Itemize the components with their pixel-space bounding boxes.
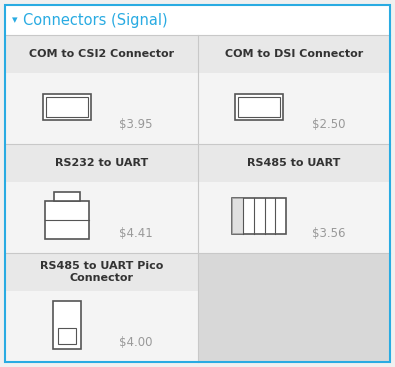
Bar (54, 192, 80, 201)
Bar (43, 94, 90, 120)
Bar (198, 253, 390, 362)
Bar (5, 5, 390, 35)
Text: RS485 to UART Pico
Connector: RS485 to UART Pico Connector (40, 261, 163, 283)
Bar (5, 73, 198, 144)
Bar (5, 144, 198, 182)
Bar (53, 301, 81, 349)
Text: ▾: ▾ (12, 15, 18, 25)
Bar (235, 94, 283, 120)
Bar (232, 198, 286, 234)
Text: RS232 to UART: RS232 to UART (55, 158, 148, 168)
Bar (198, 144, 390, 182)
Bar (232, 198, 243, 234)
Bar (5, 291, 198, 362)
Bar (238, 97, 280, 117)
Text: $3.95: $3.95 (119, 118, 152, 131)
Bar (45, 97, 88, 117)
Bar (5, 253, 198, 291)
Text: RS485 to UART: RS485 to UART (247, 158, 340, 168)
Bar (58, 328, 75, 344)
Text: Connectors (Signal): Connectors (Signal) (23, 12, 167, 28)
Text: $4.41: $4.41 (119, 227, 153, 240)
Text: COM to DSI Connector: COM to DSI Connector (225, 49, 363, 59)
Text: $2.50: $2.50 (312, 118, 345, 131)
Bar (45, 201, 88, 239)
Text: $4.00: $4.00 (119, 336, 152, 349)
Bar (5, 35, 198, 73)
Bar (198, 35, 390, 73)
Bar (198, 73, 390, 144)
Bar (198, 182, 390, 253)
Text: $3.56: $3.56 (312, 227, 345, 240)
Bar (5, 182, 198, 253)
Text: COM to CSI2 Connector: COM to CSI2 Connector (29, 49, 174, 59)
